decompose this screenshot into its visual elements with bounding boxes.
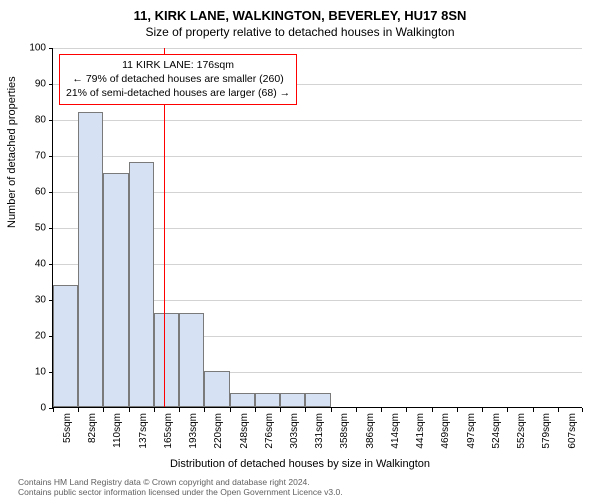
xtick-mark [582,408,583,412]
xtick-mark [179,408,180,412]
xtick-mark [356,408,357,412]
bar [78,112,103,407]
ytick-mark [49,156,53,157]
xtick-mark [533,408,534,412]
xtick-label: 55sqm [62,413,73,443]
ytick-mark [49,84,53,85]
bar [179,313,204,407]
x-axis-label: Distribution of detached houses by size … [0,458,600,470]
xtick-label: 82sqm [87,413,98,443]
bar [280,393,305,407]
xtick-mark [230,408,231,412]
ytick-label: 80 [16,115,46,126]
annotation-line2: ← 79% of detached houses are smaller (26… [66,72,290,86]
xtick-mark [154,408,155,412]
bar [230,393,255,407]
bar [154,313,179,407]
bar [204,371,229,407]
ytick-mark [49,48,53,49]
xtick-label: 607sqm [567,413,578,449]
xtick-mark [507,408,508,412]
ytick-label: 70 [16,151,46,162]
title-sub: Size of property relative to detached ho… [0,23,600,45]
ytick-label: 0 [16,403,46,414]
bar [53,285,78,407]
ytick-mark [49,120,53,121]
ytick-label: 10 [16,367,46,378]
xtick-mark [129,408,130,412]
xtick-mark [280,408,281,412]
bar [255,393,280,407]
xtick-label: 165sqm [163,413,174,449]
ytick-mark [49,228,53,229]
xtick-label: 358sqm [339,413,350,449]
ytick-label: 40 [16,259,46,270]
xtick-mark [381,408,382,412]
xtick-mark [255,408,256,412]
xtick-label: 193sqm [188,413,199,449]
xtick-label: 497sqm [466,413,477,449]
xtick-label: 137sqm [138,413,149,449]
xtick-label: 110sqm [112,413,123,448]
xtick-mark [204,408,205,412]
annotation-line1: 11 KIRK LANE: 176sqm [66,58,290,72]
xtick-label: 220sqm [213,413,224,449]
footer-line2: Contains public sector information licen… [18,487,343,498]
ytick-label: 90 [16,79,46,90]
xtick-label: 552sqm [516,413,527,449]
plot-area: 55sqm82sqm110sqm137sqm165sqm193sqm220sqm… [52,48,582,408]
xtick-mark [482,408,483,412]
ytick-mark [49,192,53,193]
xtick-mark [305,408,306,412]
gridline [53,48,582,49]
xtick-label: 248sqm [239,413,250,449]
xtick-label: 303sqm [289,413,300,449]
bar [103,173,128,407]
gridline [53,120,582,121]
xtick-label: 469sqm [440,413,451,449]
xtick-mark [457,408,458,412]
xtick-mark [53,408,54,412]
xtick-label: 414sqm [390,413,401,449]
xtick-mark [432,408,433,412]
footer-attribution: Contains HM Land Registry data © Crown c… [18,477,343,498]
xtick-label: 331sqm [314,413,325,449]
ytick-label: 30 [16,295,46,306]
xtick-mark [406,408,407,412]
ytick-label: 20 [16,331,46,342]
annotation-box: 11 KIRK LANE: 176sqm← 79% of detached ho… [59,54,297,105]
xtick-mark [103,408,104,412]
xtick-mark [331,408,332,412]
bar [305,393,330,407]
xtick-label: 441sqm [415,413,426,449]
title-main: 11, KIRK LANE, WALKINGTON, BEVERLEY, HU1… [0,0,600,23]
ytick-mark [49,264,53,265]
ytick-label: 100 [16,43,46,54]
footer-line1: Contains HM Land Registry data © Crown c… [18,477,343,488]
xtick-label: 579sqm [541,413,552,449]
chart-area: 55sqm82sqm110sqm137sqm165sqm193sqm220sqm… [52,48,582,408]
xtick-mark [78,408,79,412]
xtick-label: 276sqm [264,413,275,449]
gridline [53,156,582,157]
annotation-line3: 21% of semi-detached houses are larger (… [66,86,290,100]
xtick-label: 524sqm [491,413,502,449]
ytick-label: 60 [16,187,46,198]
xtick-mark [558,408,559,412]
bar [129,162,154,407]
xtick-label: 386sqm [365,413,376,449]
ytick-label: 50 [16,223,46,234]
